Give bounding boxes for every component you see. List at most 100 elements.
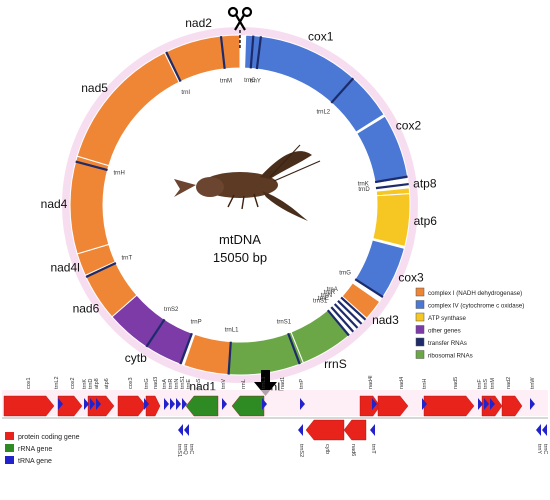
trna-mark [354, 278, 384, 298]
trna-mark [542, 424, 547, 436]
trna-mark [170, 398, 175, 410]
crayfish-illustration [174, 144, 321, 221]
trna-mark [84, 398, 89, 410]
gene-label: atp8 [413, 176, 437, 190]
linear-map: cox1 trnL2 cox2 trnK trnD atp8 atp6 cox3 trnG nad… [2, 376, 548, 457]
trna-mark [262, 398, 267, 410]
linear-top-label: trnL2 [54, 376, 60, 389]
trna-label: trnL2 [316, 109, 330, 115]
trna-mark [326, 309, 350, 337]
gene-label: cytb [125, 351, 147, 365]
trna-mark [179, 332, 193, 365]
legend-label: ribosomal RNAs [428, 353, 473, 360]
linear-top-label: trnF [477, 379, 483, 389]
trna-label: trnH [113, 171, 124, 177]
trna-label: trnS2 [164, 307, 179, 313]
scissors-icon [227, 6, 253, 48]
legend-label: transfer RNAs [428, 340, 467, 347]
linear-top-label: trnV [221, 379, 227, 389]
linear-gene-block [145, 395, 161, 417]
category-legend: complex I (NADH dehydrogenase) complex IV… [415, 287, 524, 360]
trna-mark [255, 36, 263, 70]
trna-label: trnR [324, 290, 336, 296]
trna-mark [370, 424, 375, 436]
gene-arc-nad3 [341, 282, 381, 319]
linear-top-label: trnW [530, 377, 536, 389]
linear-top-label: trnS1 [180, 376, 186, 389]
gene-type-legend: protein coding gene rRNA gene tRNA gene [5, 432, 80, 465]
legend-label: complex I (NADH dehydrogenase) [428, 290, 522, 297]
trna-mark [490, 398, 495, 410]
linear-top-label: nad4l [368, 376, 374, 389]
trna-mark [165, 51, 182, 83]
down-arrow-icon [254, 370, 277, 396]
legend-swatch [415, 325, 425, 334]
linear-top-label: trnL1 [261, 376, 267, 389]
gene-label: nad4l [50, 261, 79, 275]
trna-mark [219, 35, 226, 69]
trna-mark [330, 77, 355, 104]
linear-top-label: trnD [88, 379, 94, 389]
linear-top-label: trnN [174, 379, 180, 389]
linear-top-label: atp8 [94, 378, 100, 389]
linear-gene-block [305, 419, 345, 441]
linear-bottom-label: trnS1 [176, 444, 182, 457]
trna-mark [145, 318, 166, 348]
legend-swatch [415, 300, 425, 309]
trna-label: trnP [191, 320, 202, 326]
linear-bottom-label: trnT [370, 444, 376, 454]
trna-mark [75, 160, 108, 172]
trna-label: trnA [327, 287, 338, 293]
linear-top-label: trnM [490, 378, 496, 389]
trna-mark [178, 424, 183, 436]
circular-map: trnCtrnYtrnL2trnKtrnDtrnGtrnAtrnRtrnNtrn… [41, 16, 438, 394]
linear-gene-block [377, 395, 409, 417]
linear-top-label: nad4 [399, 377, 405, 389]
trna-mark [249, 35, 255, 69]
gene-label: cox2 [396, 118, 422, 132]
center-length: 15050 bp [213, 250, 267, 265]
gene-label: cox1 [308, 30, 334, 44]
trna-label: trnM [220, 78, 232, 84]
linear-top-label: trnR [168, 379, 174, 389]
legend-label: protein coding gene [18, 434, 80, 441]
trna-mark [422, 398, 427, 410]
trna-mark [298, 424, 303, 436]
trna-mark [182, 398, 187, 410]
linear-top-label: atp6 [104, 378, 110, 389]
linear-bottom-label: trnY [536, 444, 542, 454]
linear-gene-block [185, 395, 219, 417]
trna-mark [85, 262, 117, 279]
gene-label: rrnS [324, 357, 347, 371]
legend-label: rRNA gene [18, 446, 52, 453]
trna-mark [333, 303, 359, 329]
linear-top-label: rrnL [241, 379, 247, 389]
trna-mark [144, 398, 149, 410]
legend-swatch [5, 456, 14, 464]
gene-label: nad1 [189, 379, 216, 393]
trna-label: trnG [339, 270, 351, 276]
legend-swatch [415, 337, 425, 347]
gene-label: nad3 [372, 313, 399, 327]
trna-label: trnC [244, 78, 256, 84]
gene-arc-cox2 [356, 115, 409, 185]
trna-mark [58, 398, 63, 410]
linear-top-label: trnG [144, 378, 150, 389]
legend-label: complex IV (cytochrome c oxidase) [428, 303, 524, 310]
linear-gene-block [57, 395, 83, 417]
gene-arc-cox3 [354, 239, 405, 298]
legend-swatch [415, 287, 425, 297]
linear-top-label: nad3 [153, 377, 159, 389]
trna-label: trnK [358, 182, 369, 188]
legend-swatch [5, 444, 14, 452]
legend-label: tRNA gene [18, 458, 52, 465]
trna-mark [300, 398, 305, 410]
gene-arc-nad1 [183, 333, 232, 376]
trna-mark [176, 398, 181, 410]
linear-bottom-label: trnQ [182, 444, 188, 455]
gene-arc-cox1 [244, 34, 385, 133]
linear-gene-block [3, 395, 55, 417]
linear-gene-block [231, 395, 265, 417]
linear-top-label: nad1 [280, 377, 286, 389]
